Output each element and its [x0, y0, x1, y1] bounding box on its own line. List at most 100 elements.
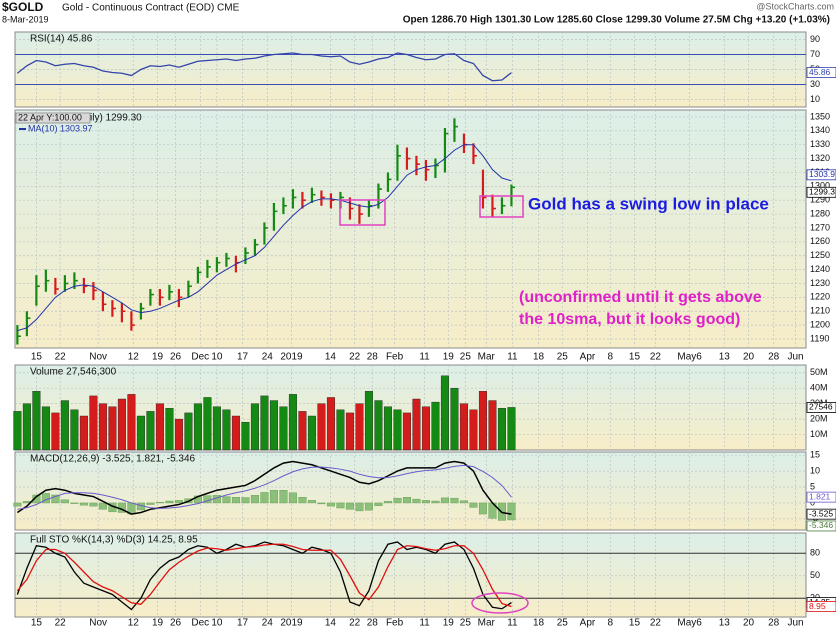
volume-bar	[13, 411, 22, 451]
value-tag	[806, 402, 836, 413]
panel-label: Volume 27,546,300	[30, 367, 117, 378]
x-tick-label: 11	[419, 618, 430, 629]
histogram-bar	[402, 497, 411, 504]
macd-line	[16, 460, 512, 515]
histogram-bar	[507, 502, 516, 521]
x-tick-label: 22	[349, 352, 361, 363]
value-tag	[806, 67, 836, 79]
x-tick-label: 15	[31, 618, 43, 629]
y-tick-label: 10M	[810, 429, 828, 439]
x-tick-label: 15	[31, 352, 43, 363]
histogram-bar	[32, 494, 41, 504]
volume-bar	[231, 415, 240, 451]
x-tick-label: 22	[650, 618, 662, 629]
x-tick-label: Nov	[89, 352, 107, 363]
volume-bar	[136, 415, 145, 451]
x-tick-label: 14	[325, 352, 337, 363]
volume-bar	[98, 403, 107, 451]
volume-bar	[127, 394, 136, 451]
x-tick-label: Apr	[580, 352, 596, 363]
volume-bar	[412, 398, 421, 451]
indicator-line	[16, 52, 512, 82]
volume-bar	[60, 400, 69, 451]
volume-bar	[70, 409, 79, 451]
volume-bar	[459, 403, 468, 451]
volume-bar	[431, 401, 440, 451]
indicator-line	[16, 543, 512, 608]
cursor-box	[15, 112, 91, 124]
x-tick-label: 2019	[280, 352, 303, 363]
volume-bar	[421, 406, 430, 451]
histogram-bar	[431, 500, 440, 504]
y-tick-label: 1200	[810, 319, 830, 329]
histogram-bar	[345, 502, 354, 510]
ticker: $GOLD	[2, 0, 44, 14]
histogram-bar	[459, 500, 468, 504]
x-tick-label: 10	[211, 352, 223, 363]
volume-bar	[345, 412, 354, 451]
histogram-bar	[440, 497, 449, 504]
macd-line	[17, 464, 512, 510]
volume-bar	[146, 411, 155, 451]
volume-bar	[193, 403, 202, 451]
x-tick-label: 19	[152, 352, 164, 363]
x-tick-label: 22	[55, 618, 67, 629]
value-tag-label: -3.525	[809, 508, 833, 518]
x-tick-label: 26	[170, 618, 182, 629]
histogram-bar	[222, 496, 231, 504]
x-tick-label: 20	[743, 352, 755, 363]
y-tick-label: 1330	[810, 139, 830, 149]
histogram-bar	[51, 494, 60, 504]
y-tick-label: 5	[810, 481, 815, 491]
x-tick-label: 28	[768, 618, 780, 629]
histogram-bar	[355, 502, 364, 512]
volume-bar	[374, 400, 383, 451]
volume-bar	[393, 409, 402, 451]
y-tick-label: 10	[810, 465, 820, 475]
x-tick-label: Feb	[386, 618, 404, 629]
quote: Open 1286.70 High 1301.30 Low 1285.60 Cl…	[403, 15, 830, 26]
value-tag	[806, 169, 836, 181]
value-tag	[806, 491, 836, 503]
histogram-bar	[241, 497, 250, 504]
x-tick-label: May6	[677, 352, 702, 363]
subtitle: Gold - Continuous Contract (EOD) CME	[62, 3, 240, 14]
y-tick-label: 1250	[810, 250, 830, 260]
y-tick-label: 15	[810, 450, 820, 460]
value-tag	[806, 520, 836, 532]
y-tick-label: 50M	[810, 367, 828, 377]
histogram-bar	[326, 502, 335, 507]
price-label: ily) 1299.30	[90, 113, 142, 124]
y-tick-label: 80	[810, 548, 820, 558]
histogram-bar	[269, 490, 278, 504]
volume-bar	[383, 406, 392, 451]
panel-background	[14, 109, 807, 349]
histogram-bar	[412, 498, 421, 504]
x-tick-label: 13	[719, 352, 731, 363]
x-tick-label: 22	[650, 352, 662, 363]
value-tag-label: 1303.97	[809, 169, 836, 179]
x-tick-label: 8	[607, 352, 613, 363]
histogram-bar	[98, 502, 107, 510]
histogram-bar	[450, 497, 459, 504]
value-tag-label: 45.86	[809, 67, 831, 77]
x-tick-label: 14	[325, 618, 337, 629]
volume-bar	[450, 387, 459, 451]
x-tick-label: 12	[128, 352, 140, 363]
volume-bar	[336, 409, 345, 451]
y-tick-label: 50	[810, 570, 820, 580]
y-tick-label: 1240	[810, 264, 830, 274]
y-tick-label: 90	[810, 34, 820, 44]
volume-bar	[288, 394, 297, 451]
volume-bar	[317, 403, 326, 451]
histogram-bar	[89, 502, 98, 507]
x-tick-label: Apr	[580, 618, 596, 629]
highlight-box	[339, 199, 386, 226]
histogram-bar	[298, 497, 307, 504]
x-tick-label: 20	[743, 618, 755, 629]
volume-bar	[41, 406, 50, 451]
value-tag-label: 1299.3	[809, 187, 835, 197]
x-tick-label: Dec	[191, 618, 209, 629]
value-tag-label: -5.346	[809, 520, 833, 530]
value-tag	[806, 186, 836, 198]
